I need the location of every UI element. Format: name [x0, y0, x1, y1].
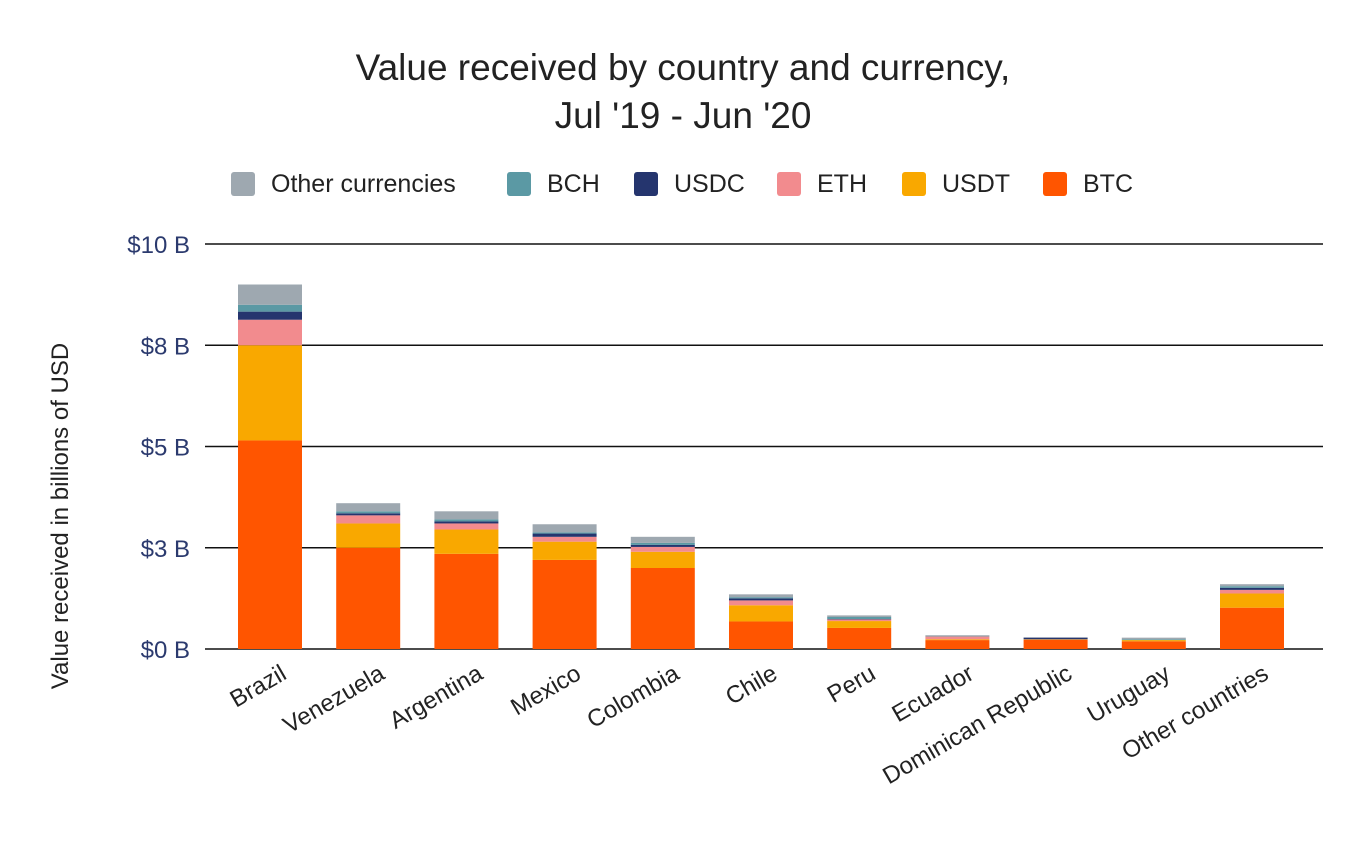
bar-segment-other-currencies	[729, 594, 793, 598]
bar-segment-bch	[729, 597, 793, 599]
bar-segment-usdc	[336, 513, 401, 516]
bar-segment-btc	[238, 440, 302, 649]
bar-segment-btc	[434, 553, 499, 649]
y-tick-label: $8 B	[141, 333, 190, 360]
bar-segment-usdc	[630, 544, 695, 547]
bar-segment-usdt	[1220, 593, 1284, 608]
bar-segment-other-currencies	[827, 615, 892, 618]
bar-segment-usdc	[1023, 637, 1088, 640]
x-tick-label: Mexico	[506, 660, 585, 721]
legend-label: ETH	[817, 170, 867, 198]
bar-segment-other-currencies	[630, 536, 695, 543]
bar-segment-other-currencies	[336, 503, 401, 512]
x-tick-label: Brazil	[226, 660, 291, 713]
bar-segment-usdc	[532, 533, 597, 537]
bar-segment-bch	[1220, 586, 1284, 588]
bar-segment-eth	[336, 515, 401, 524]
bar-segment-bch	[532, 532, 597, 534]
legend-swatch	[507, 172, 531, 196]
chart-title-line-1: Value received by country and currency,	[356, 47, 1011, 88]
bar-segment-usdt	[827, 621, 892, 628]
bar-segment-usdt	[238, 345, 302, 441]
bar-segment-bch	[827, 617, 892, 620]
bar-segment-usdc	[729, 598, 793, 601]
legend-swatch	[1043, 172, 1067, 196]
bar-segment-other-currencies	[532, 524, 597, 533]
bar-segment-usdt	[1121, 640, 1186, 642]
legend-label: USDC	[674, 170, 745, 198]
bar-segment-eth	[729, 600, 793, 606]
bar-segment-btc	[336, 547, 401, 649]
bar-segment-bch	[1121, 639, 1186, 641]
bar-segment-btc	[1023, 639, 1088, 649]
bar-segment-bch	[630, 542, 695, 545]
legend-label: Other currencies	[271, 170, 456, 198]
bar-segment-usdt	[729, 605, 793, 622]
bars	[238, 284, 1284, 649]
bar-segment-usdt	[925, 639, 990, 641]
bar-segment-usdt	[434, 529, 499, 554]
bar-segment-usdt	[336, 523, 401, 548]
bar-segment-btc	[1121, 641, 1186, 649]
legend-swatch	[634, 172, 658, 196]
legend-label: BCH	[547, 170, 600, 198]
bar-segment-btc	[532, 559, 597, 649]
bar-segment-eth	[827, 619, 892, 622]
y-tick-label: $0 B	[141, 637, 190, 664]
bar-segment-other-currencies	[1220, 584, 1284, 587]
bar-segment-eth	[434, 523, 499, 530]
legend: Other currencies BCH USDC ETH USDT BTC	[231, 170, 1133, 198]
bar-segment-eth	[238, 319, 302, 346]
bar-segment-btc	[729, 621, 793, 649]
bar-segment-eth	[1220, 589, 1284, 594]
x-tick-label: Peru	[823, 660, 880, 709]
bar-segment-btc	[925, 640, 990, 649]
x-tick-label: Chile	[721, 660, 782, 711]
legend-swatch	[231, 172, 255, 196]
y-tick-label: $5 B	[141, 435, 190, 462]
bar-segment-usdc	[1220, 587, 1284, 590]
bar-segment-usdc	[238, 311, 302, 320]
x-tick-label: Venezuela	[279, 659, 390, 739]
bar-segment-btc	[630, 568, 695, 649]
legend-label: BTC	[1083, 170, 1133, 198]
legend-swatch	[777, 172, 801, 196]
bar-segment-usdt	[630, 551, 695, 568]
legend-label: USDT	[942, 170, 1010, 198]
bar-segment-btc	[827, 627, 892, 649]
bar-segment-bch	[434, 519, 499, 522]
y-axis-ticks: $0 B $3 B $5 B $8 B $10 B	[127, 232, 190, 664]
bar-segment-btc	[1220, 607, 1284, 649]
y-tick-label: $3 B	[141, 536, 190, 563]
y-tick-label: $10 B	[127, 232, 190, 259]
bar-segment-eth	[532, 536, 597, 542]
bar-segment-usdt	[532, 541, 597, 560]
x-tick-label: Colombia	[582, 659, 684, 733]
y-axis-label: Value received in billions of USD	[47, 343, 74, 689]
bar-segment-usdc	[434, 521, 499, 524]
bar-segment-eth	[630, 546, 695, 552]
bar-segment-other-currencies	[238, 284, 302, 305]
bar-segment-bch	[238, 304, 302, 312]
bar-segment-bch	[336, 511, 401, 514]
legend-swatch	[902, 172, 926, 196]
bar-segment-other-currencies	[925, 635, 990, 637]
bar-segment-other-currencies	[1121, 637, 1186, 640]
x-tick-label: Dominican Republic	[878, 660, 1076, 790]
chart-title-line-2: Jul '19 - Jun '20	[555, 95, 812, 136]
bar-segment-eth	[925, 636, 990, 640]
bar-segment-other-currencies	[434, 511, 499, 520]
x-tick-label: Argentina	[385, 659, 488, 734]
